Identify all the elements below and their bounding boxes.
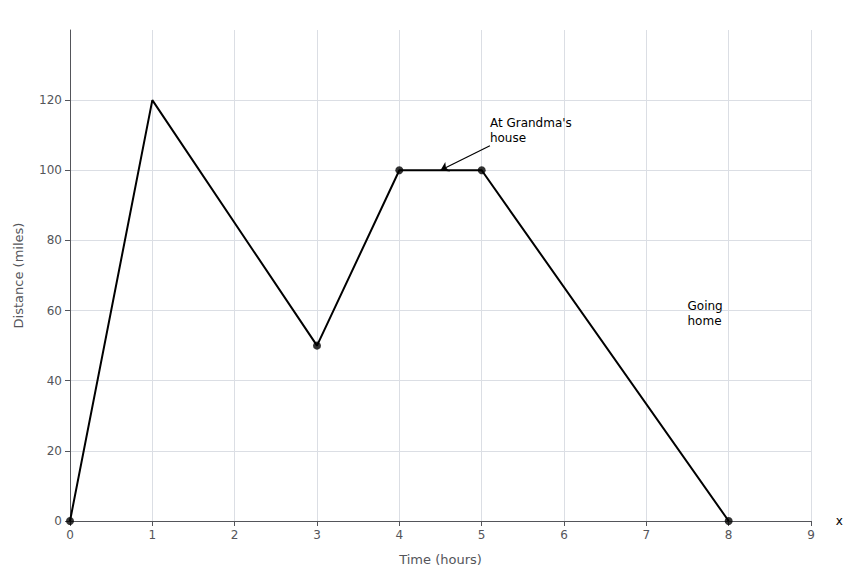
svg-text:100: 100 — [39, 163, 62, 177]
svg-text:Time (hours): Time (hours) — [398, 552, 482, 567]
svg-text:Distance (miles): Distance (miles) — [11, 223, 26, 329]
svg-text:60: 60 — [47, 304, 62, 318]
svg-text:1: 1 — [149, 528, 157, 542]
svg-text:6: 6 — [560, 528, 568, 542]
svg-text:4: 4 — [396, 528, 404, 542]
svg-text:0: 0 — [66, 528, 74, 542]
svg-text:3: 3 — [313, 528, 321, 542]
svg-text:40: 40 — [47, 374, 62, 388]
svg-text:7: 7 — [643, 528, 651, 542]
svg-text:9: 9 — [807, 528, 815, 542]
svg-text:Going: Going — [688, 299, 723, 313]
svg-text:5: 5 — [478, 528, 486, 542]
svg-text:20: 20 — [47, 444, 62, 458]
svg-text:0: 0 — [54, 514, 62, 528]
svg-text:2: 2 — [231, 528, 239, 542]
svg-text:house: house — [490, 131, 526, 145]
svg-text:80: 80 — [47, 233, 62, 247]
svg-text:8: 8 — [725, 528, 733, 542]
svg-text:120: 120 — [39, 93, 62, 107]
svg-text:home: home — [688, 314, 722, 328]
svg-text:x: x — [836, 514, 843, 528]
svg-text:At Grandma's: At Grandma's — [490, 116, 572, 130]
